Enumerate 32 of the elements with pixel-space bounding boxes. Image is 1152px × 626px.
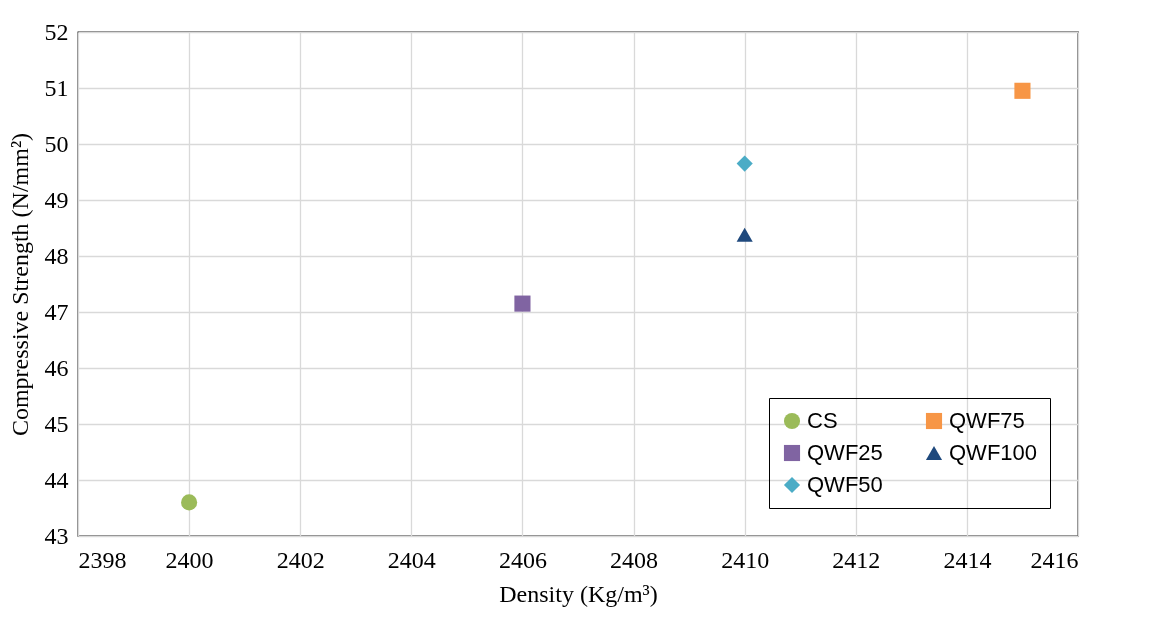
y-tick-label: 45: [44, 410, 69, 437]
point: [736, 227, 753, 242]
x-tick-label: 2398: [78, 546, 127, 573]
y-tick-label: 50: [44, 130, 69, 157]
x-tick-label: 2400: [165, 546, 214, 573]
y-tick-label: 49: [44, 186, 69, 213]
x-tick-label: 2406: [498, 546, 547, 573]
y-tick-label: 47: [44, 298, 69, 325]
legend-label: QWF100: [949, 440, 1038, 465]
x-tick-label: 2402: [276, 546, 325, 573]
y-axis-title: Compressive Strength (N/mm²): [6, 132, 33, 437]
point: [1014, 82, 1031, 99]
point: [514, 295, 531, 312]
y-tick-label: 46: [44, 354, 69, 381]
legend-label: QWF75: [949, 408, 1025, 433]
x-tick-label: 2410: [721, 546, 770, 573]
y-tick-label: 44: [44, 466, 69, 493]
x-tick-label: 2414: [943, 546, 992, 573]
y-tick-label: 48: [44, 242, 69, 269]
x-axis-title: Density (Kg/m³): [499, 580, 658, 607]
x-tick-label: 2416: [1030, 546, 1079, 573]
point: [736, 155, 753, 172]
x-tick-label: 2404: [387, 546, 436, 573]
y-tick-label: 43: [44, 522, 69, 549]
legend-label: QWF50: [807, 472, 883, 497]
point: [181, 494, 198, 511]
y-tick-label: 51: [44, 74, 69, 101]
x-tick-label: 2412: [832, 546, 881, 573]
y-tick-label: 52: [44, 18, 69, 45]
x-tick-label: 2408: [610, 546, 659, 573]
legend-label: CS: [807, 408, 838, 433]
legend-label: QWF25: [807, 440, 883, 465]
